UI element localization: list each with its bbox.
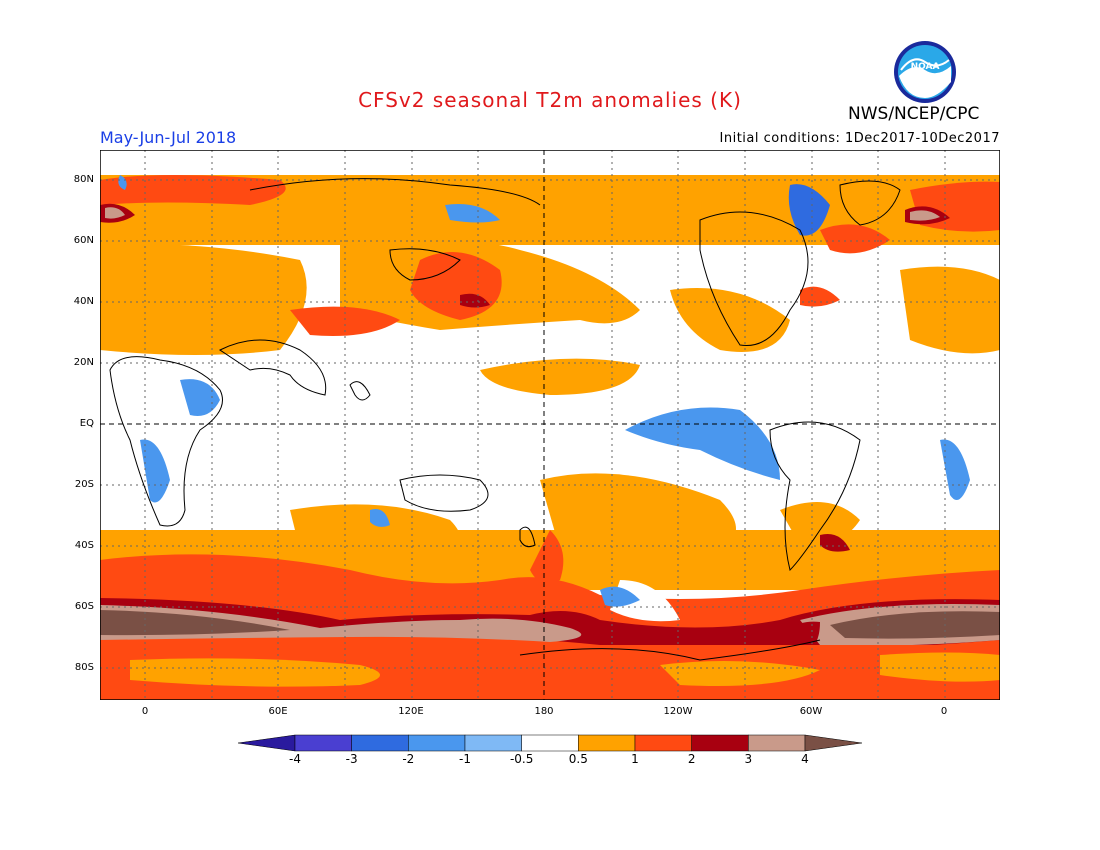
colorbar-segment [804,734,862,752]
coastlines [109,178,901,661]
colorbar [238,734,862,752]
colorbar-label: -0.5 [509,752,534,766]
colorbar-segment [351,734,409,752]
colorbar-label: -2 [402,752,415,766]
colorbar-segment [634,734,692,752]
agency-label: NWS/NCEP/CPC [848,104,980,124]
lat-label: 40N [73,296,94,307]
lon-label: 0 [141,706,149,717]
colorbar-label: 2 [687,752,696,766]
colorbar-label: 4 [801,752,809,766]
lat-label: 20N [73,357,94,368]
tropical-pacific-blue [625,407,780,480]
lon-label: 120E [398,706,424,717]
anomaly-map [100,150,1000,700]
colorbar-label: -1 [459,752,471,766]
lat-label: 80S [74,662,94,673]
colorbar-segment [748,734,806,752]
colorbar-segment [408,734,466,752]
lon-label: 60E [268,706,288,717]
lon-label: 180 [534,706,554,717]
colorbar-label: -4 [289,752,301,766]
lat-label: 60N [73,235,94,246]
season-label: May-Jun-Jul 2018 [100,128,237,147]
colorbar-label: 3 [744,752,753,766]
colorbar-label: -3 [345,752,358,766]
map-grid [100,150,1000,700]
colorbar-label: 1 [631,752,639,766]
chart-title: CFSv2 seasonal T2m anomalies (K) [358,88,742,112]
lat-label: 40S [74,540,94,551]
colorbar-segment [294,734,352,752]
lon-label: 120W [663,706,693,717]
colorbar-segment [691,734,749,752]
colorbar-segment [521,734,579,752]
logo-text: NOAA [911,62,940,72]
initial-conditions-label: Initial conditions: 1Dec2017-10Dec2017 [719,131,1000,146]
noaa-logo-icon: NOAA [894,41,956,103]
lat-label: 80N [73,174,94,185]
lon-label: 60W [799,706,823,717]
southern-ocean-brown-core [100,610,290,636]
lat-label: EQ [79,418,94,429]
colorbar-segment [464,734,522,752]
lat-label: 60S [74,601,94,612]
lon-label: 0 [940,706,948,717]
lat-label: 20S [74,479,94,490]
colorbar-segment [238,734,296,752]
colorbar-label: 0.5 [568,752,588,766]
colorbar-segment [578,734,636,752]
